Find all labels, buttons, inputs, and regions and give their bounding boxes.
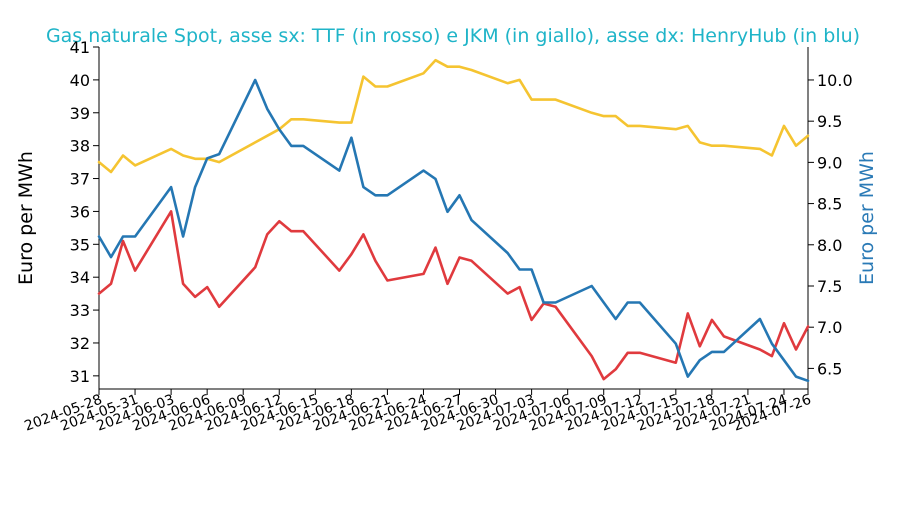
y-tick-left-label: 33 (70, 301, 90, 320)
y-tick-left-label: 36 (70, 202, 90, 221)
y-tick-right-label: 9.5 (817, 112, 842, 131)
series-jkm (97, 58, 810, 174)
y-axis-label-left: Euro per MWh (15, 151, 37, 285)
series-line-henryhub (97, 78, 810, 383)
y-tick-left-label: 38 (70, 137, 90, 156)
y-tick-left-label: 37 (70, 170, 90, 189)
y-tick-left-label: 35 (70, 235, 90, 254)
axes-group: 31 32 33 34 35 36 37 38 39 40 41 6.5 7.0 7.5 8.0 8.5 9.0… (22, 38, 852, 435)
y-tick-left-label: 34 (70, 268, 90, 287)
y-tick-right-label: 6.5 (817, 359, 842, 378)
y-tick-right-label: 10.0 (817, 71, 853, 90)
y-tick-left-label: 32 (70, 334, 90, 353)
y-tick-right-label: 7.5 (817, 277, 842, 296)
series-layer (97, 58, 810, 383)
y-tick-right-label: 8.5 (817, 195, 842, 214)
series-ttf (97, 210, 810, 381)
y-tick-left-label: 40 (70, 71, 90, 90)
y-axis-label-right: Euro per MWh (856, 151, 878, 285)
y-tick-right-label: 8.0 (817, 236, 842, 255)
y-tick-left-label: 39 (70, 104, 90, 123)
y-tick-right-label: 7.0 (817, 318, 842, 337)
y-tick-left-label: 41 (70, 38, 90, 57)
series-line-jkm (97, 58, 810, 174)
chart-title: Gas naturale Spot, asse sx: TTF (in ross… (46, 25, 860, 47)
y-tick-right-label: 9.0 (817, 153, 842, 172)
series-henryhub (97, 78, 810, 383)
series-line-ttf (97, 210, 810, 381)
y-tick-left-label: 31 (70, 367, 90, 386)
